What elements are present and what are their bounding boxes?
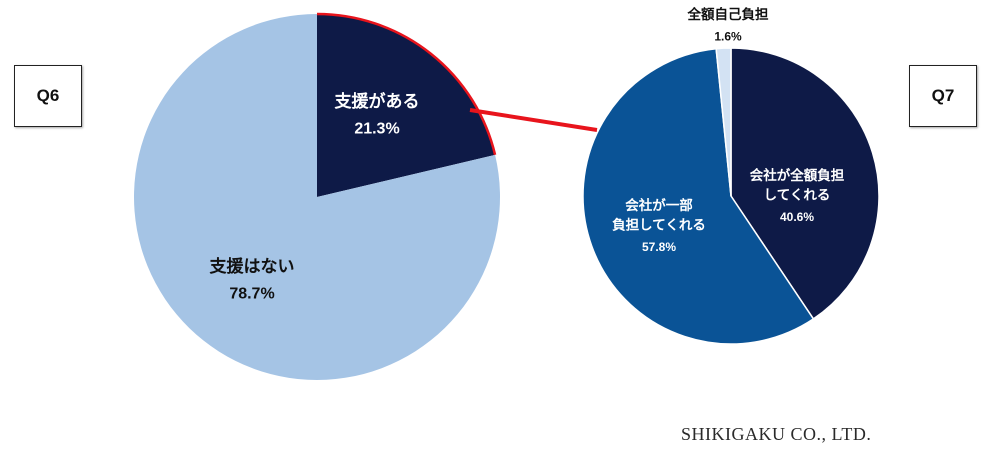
pie-q6-slice-2 [133,14,500,380]
pie-q6-slice-1 [317,14,496,197]
pie-q6 [133,12,500,380]
slice-value-text: 78.7% [229,286,274,303]
question-label-q6: Q6 [14,65,82,127]
highlight-arc [316,12,497,156]
pie-q7-slice-1 [730,47,880,320]
pie-q7-slice-2 [582,47,815,345]
company-name: SHIKIGAKU CO., LTD. [681,424,872,444]
slice-name-text: 負担してくれる [612,217,706,234]
slice-label-q6-2: 支援はない 78.7% [210,256,295,303]
slice-name-text: してくれる [764,188,831,204]
slice-label-q7-3: 全額自己負担 1.6% [687,6,769,44]
question-label-q7: Q7 [909,65,977,127]
slice-name-text: 会社が全額負担 [750,167,845,184]
pie-q7 [582,47,880,345]
slice-value-text: 57.8% [642,240,676,254]
slice-value-text: 21.3% [354,121,399,138]
slice-name-text: 支援がある [335,91,420,112]
slice-name-text: 全額自己負担 [687,6,769,23]
slice-name-text: 会社が一部 [625,197,693,214]
slice-value-text: 1.6% [714,30,742,44]
pie-q7-slice-3 [715,47,732,197]
connector-line [469,108,598,132]
slice-label-q6-1: 支援がある 21.3% [335,91,420,138]
slice-value-text: 40.6% [780,210,814,224]
slice-name-text: 支援はない [210,256,295,277]
